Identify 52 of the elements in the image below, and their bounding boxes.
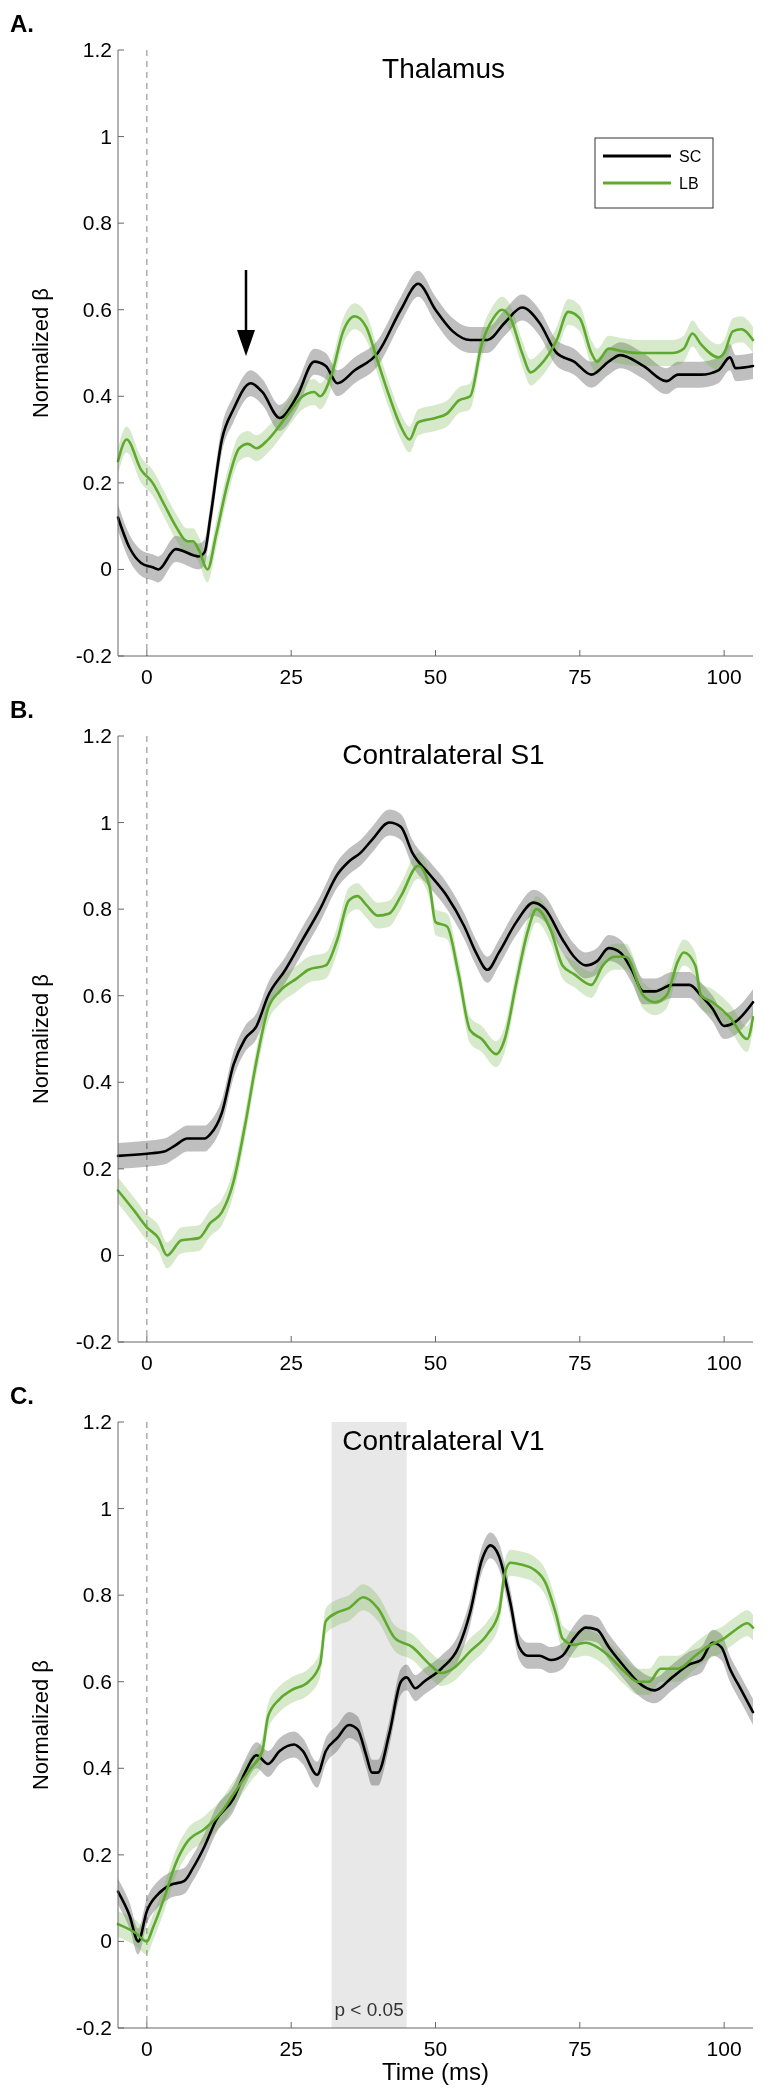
- y-tick-label: -0.2: [75, 1330, 112, 1353]
- y-axis-title: Normalized β: [28, 287, 53, 419]
- y-tick-label: 0.4: [82, 1070, 113, 1094]
- legend-label: SC: [679, 148, 702, 165]
- x-tick-label: 75: [568, 1351, 592, 1374]
- text: C.: [10, 1382, 34, 1409]
- band-label: p < 0.05: [334, 1999, 404, 2020]
- y-tick-label: 0.6: [82, 297, 112, 321]
- x-tick-label: 25: [279, 665, 303, 688]
- x-tick-label: 50: [423, 1351, 448, 1374]
- y-tick-label: 1: [100, 124, 112, 148]
- text: A.: [10, 10, 34, 37]
- y-tick-label: 0: [100, 1243, 112, 1267]
- x-tick-label: 0: [141, 665, 153, 688]
- y-tick-label: 1.2: [82, 1410, 112, 1433]
- y-tick-label: 0.2: [82, 1842, 112, 1866]
- chart-title: Contralateral S1: [342, 739, 545, 770]
- chart-title: Contralateral V1: [342, 1425, 545, 1456]
- y-tick-label: 1: [100, 810, 112, 834]
- y-tick-label: 1: [100, 1496, 112, 1520]
- x-tick-label: 50: [423, 665, 448, 688]
- y-tick-label: 0.8: [82, 897, 112, 921]
- x-tick-label: 25: [279, 1351, 303, 1374]
- x-tick-label: 75: [568, 2037, 592, 2060]
- y-tick-label: 0.4: [82, 1756, 113, 1780]
- y-tick-label: 0.2: [82, 470, 112, 494]
- x-tick-label: 100: [706, 1351, 742, 1374]
- x-tick-label: 75: [568, 665, 592, 688]
- x-tick-label: 0: [141, 2037, 153, 2060]
- y-tick-label: 0.6: [82, 1669, 112, 1693]
- y-tick-label: 0.2: [82, 1156, 112, 1180]
- x-tick-label: 0: [141, 1351, 153, 1374]
- y-tick-label: 0.6: [82, 983, 112, 1007]
- x-tick-label: 100: [706, 2037, 742, 2060]
- y-axis-title: Normalized β: [28, 1659, 53, 1791]
- x-tick-label: 25: [279, 2037, 303, 2060]
- y-axis-title: Normalized β: [28, 973, 53, 1105]
- chart-title: Thalamus: [382, 53, 505, 84]
- text: B.: [10, 696, 34, 723]
- y-tick-label: 0.8: [82, 211, 112, 235]
- y-tick-label: 0.8: [82, 1583, 112, 1607]
- legend-label: LB: [679, 175, 699, 192]
- x-tick-label: 100: [706, 665, 742, 688]
- y-tick-label: 0: [100, 1929, 112, 1953]
- y-tick-label: 1.2: [82, 38, 112, 61]
- y-tick-label: 1.2: [82, 724, 112, 747]
- y-tick-label: -0.2: [75, 644, 112, 667]
- y-tick-label: -0.2: [75, 2016, 112, 2039]
- y-tick-label: 0: [100, 557, 112, 581]
- x-tick-label: 50: [423, 2037, 448, 2060]
- y-tick-label: 0.4: [82, 384, 113, 408]
- x-axis-title: Time (ms): [381, 2058, 490, 2085]
